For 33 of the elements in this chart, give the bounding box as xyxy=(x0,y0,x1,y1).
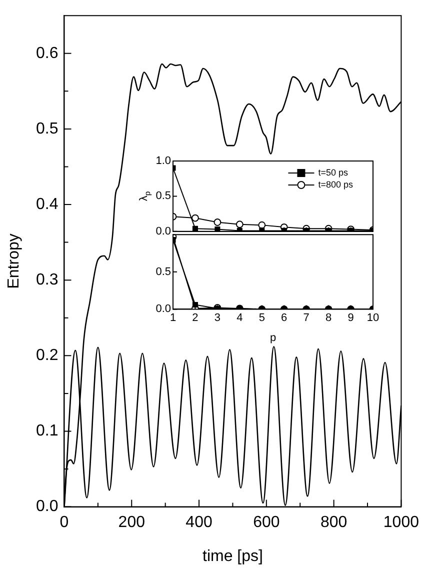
y-tick-label: 0.0 xyxy=(156,303,171,316)
x-tick-label: 800 xyxy=(320,514,348,531)
y-tick-label: 0.6 xyxy=(36,44,58,62)
legend-label: t=800 ps xyxy=(318,179,354,190)
y-tick-label: 0.1 xyxy=(36,422,58,440)
x-tick-label: 10 xyxy=(366,312,380,324)
y-axis-title: Entropy xyxy=(5,234,22,289)
x-tick-label: 3 xyxy=(214,312,221,324)
x-tick-label: 6 xyxy=(281,312,288,324)
y-tick-label: 0.5 xyxy=(156,266,171,278)
y-tick-label: 1.0 xyxy=(156,155,171,168)
legend-label: t=50 ps xyxy=(318,167,348,178)
y-tick-label: 0.3 xyxy=(36,272,58,288)
x-tick-label: 9 xyxy=(348,312,354,324)
x-tick-label: 600 xyxy=(253,514,280,531)
x-tick-label: 1 xyxy=(170,312,176,324)
y-tick-label: 0.4 xyxy=(36,196,58,213)
y-tick-label: 0.5 xyxy=(156,190,171,202)
x-tick-label: 8 xyxy=(325,312,332,324)
y-tick-label: 0.5 xyxy=(36,120,58,138)
x-tick-label: 1000 xyxy=(383,514,420,531)
x-axis-title: time [ps] xyxy=(202,548,263,566)
x-axis-title: p xyxy=(270,332,276,344)
x-tick-label: 2 xyxy=(192,312,198,324)
y-tick-label: 0.2 xyxy=(36,347,58,364)
x-tick-label: 4 xyxy=(236,312,243,324)
x-tick-label: 7 xyxy=(303,312,310,324)
x-tick-label: 5 xyxy=(258,312,265,324)
x-tick-label: 200 xyxy=(118,514,146,531)
x-tick-label: 0 xyxy=(60,514,69,531)
y-tick-label: 0.0 xyxy=(36,498,58,516)
x-tick-label: 400 xyxy=(186,514,212,531)
y-tick-label: 0.0 xyxy=(156,225,171,238)
